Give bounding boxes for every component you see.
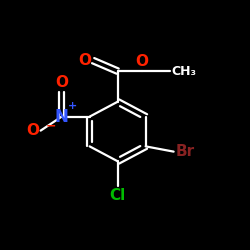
Text: −: −	[46, 120, 56, 132]
Text: O: O	[136, 54, 148, 69]
Text: Br: Br	[176, 144, 195, 159]
Text: Cl: Cl	[110, 188, 126, 202]
Text: N: N	[55, 108, 68, 126]
Text: CH₃: CH₃	[172, 64, 197, 78]
Text: O: O	[26, 123, 39, 138]
Text: O: O	[78, 53, 92, 68]
Text: +: +	[68, 102, 77, 112]
Text: O: O	[55, 76, 68, 90]
